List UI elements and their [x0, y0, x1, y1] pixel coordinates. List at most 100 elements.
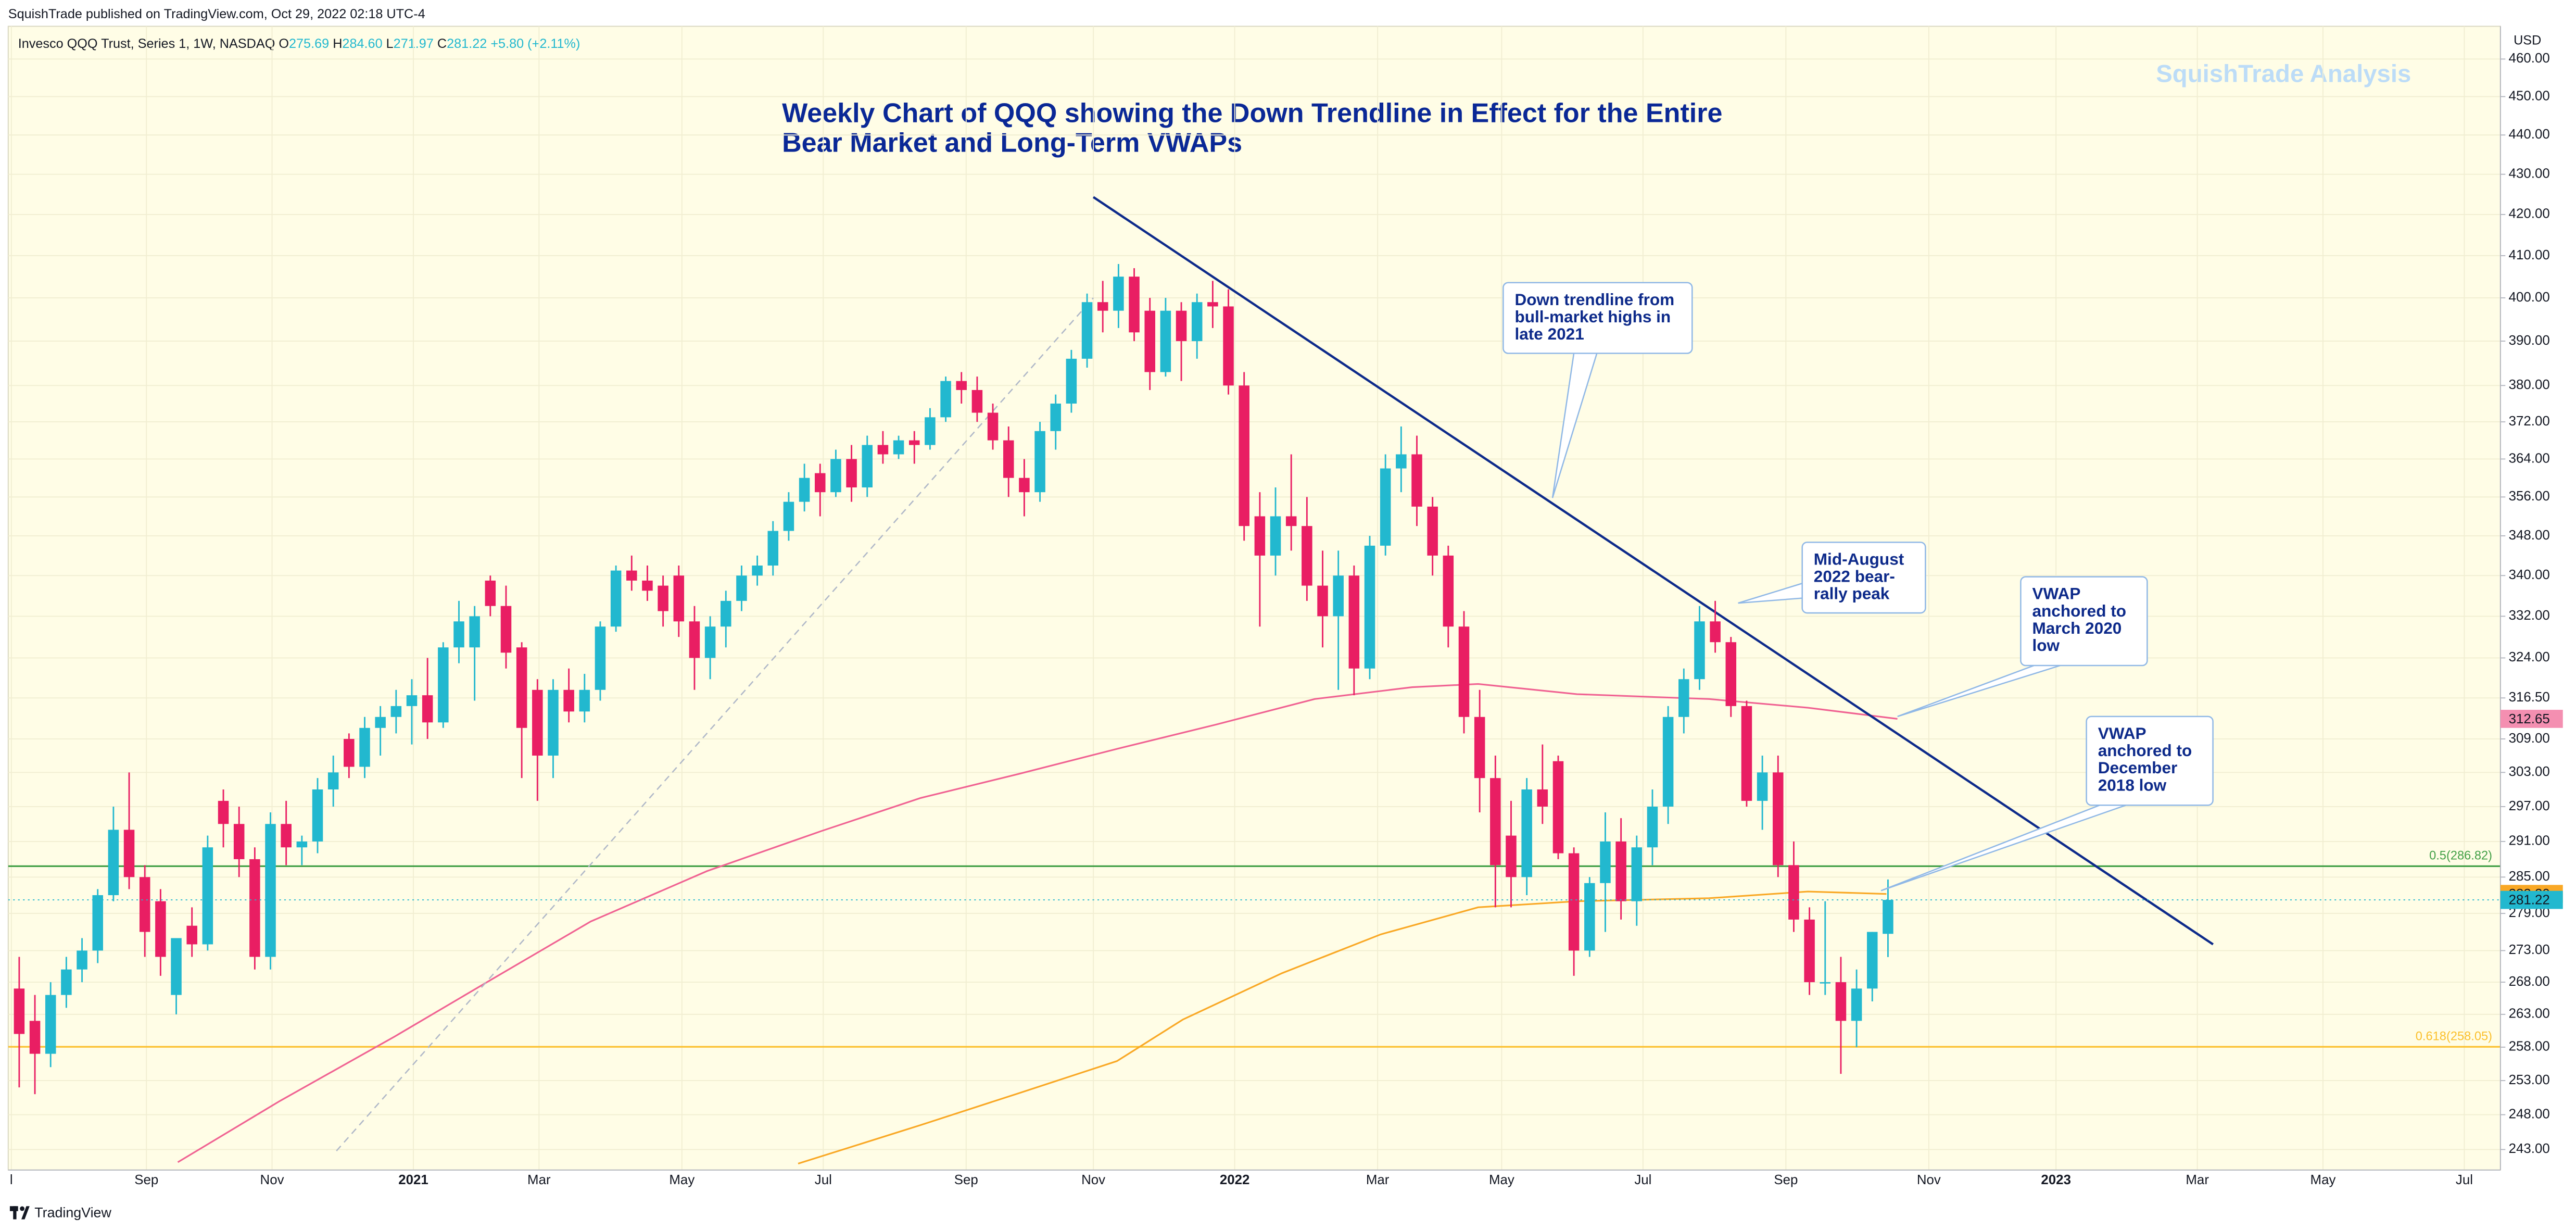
brand: TradingView	[34, 1205, 111, 1221]
candle-body	[1160, 310, 1171, 372]
candle-body	[233, 824, 245, 859]
callout-text: VWAP	[2098, 724, 2146, 743]
y-tick-label: 340.00	[2509, 568, 2550, 582]
candle-body	[1097, 302, 1108, 311]
callout-text: 2022 bear-	[1814, 567, 1895, 586]
candle-body	[108, 830, 119, 896]
candle-body	[1396, 454, 1407, 469]
callout-text: 2018 low	[2098, 775, 2167, 794]
callout-text: March 2020	[2032, 619, 2122, 637]
x-tick-label: Nov	[260, 1173, 284, 1187]
x-tick-label: Mar	[2186, 1173, 2209, 1187]
y-tick-label: 297.00	[2509, 799, 2550, 813]
candle-body	[971, 390, 983, 413]
candle-body	[1521, 789, 1532, 877]
plot	[8, 196, 2501, 1165]
candle-body	[1081, 302, 1093, 359]
candle-body	[1443, 555, 1454, 627]
candle-body	[1364, 545, 1375, 669]
candle-body	[908, 440, 920, 445]
trendline	[1092, 196, 2214, 946]
currency: USD	[2514, 33, 2541, 48]
x-tick-label: Sep	[954, 1173, 978, 1187]
y-tick-label: 309.00	[2509, 731, 2550, 746]
candle-body	[548, 689, 559, 756]
quote-value: 281.22	[447, 36, 487, 51]
symbol-line: Invesco QQQ Trust, Series 1, 1W, NASDAQ …	[18, 36, 580, 51]
y-tick-label: 400.00	[2509, 290, 2550, 305]
candle-body	[721, 600, 731, 627]
y-tick-label: 316.50	[2509, 690, 2550, 705]
y-tick-label: 380.00	[2509, 378, 2550, 392]
candle-body	[390, 706, 402, 717]
y-tick-label: 348.00	[2509, 528, 2550, 543]
y-tick-label: 356.00	[2509, 489, 2550, 504]
y-tick-label: 460.00	[2509, 51, 2550, 66]
callout-text: low	[2032, 636, 2060, 655]
candle-body	[327, 772, 339, 789]
y-tick-label: 248.00	[2509, 1107, 2550, 1121]
x-tick-label: May	[2310, 1173, 2336, 1187]
candle-body	[1034, 431, 1045, 493]
y-tick-label: 440.00	[2509, 127, 2550, 142]
candle-body	[61, 969, 72, 995]
candle-body	[767, 531, 779, 566]
candle-body	[453, 621, 464, 648]
candle-body	[799, 478, 810, 502]
candle-body	[925, 417, 936, 445]
candle-body	[1191, 302, 1203, 342]
trendline	[336, 297, 1094, 1151]
x-tick-label: Mar	[527, 1173, 551, 1187]
candle-body	[1694, 621, 1705, 680]
candle-body	[29, 1021, 41, 1054]
y-tick-label: 268.00	[2509, 974, 2550, 989]
candle-body	[956, 381, 967, 390]
candle-body	[1144, 310, 1155, 372]
price-tag	[2500, 710, 2563, 728]
callout-text: rally peak	[1814, 584, 1890, 603]
x-tick-label: 2022	[1220, 1173, 1250, 1187]
candle-body	[123, 830, 135, 877]
callout-text: anchored to	[2032, 601, 2126, 620]
candle-body	[658, 585, 668, 611]
candle-body	[1254, 516, 1266, 556]
candle-body	[1458, 626, 1470, 717]
candle-body	[1788, 865, 1799, 920]
candle-body	[1773, 772, 1784, 865]
candle-body	[186, 925, 197, 945]
candle-body	[736, 575, 747, 601]
vwap-line	[177, 683, 1898, 1163]
candle-body	[1537, 789, 1548, 807]
candle-body	[1380, 468, 1391, 546]
candle-body	[1270, 516, 1281, 556]
candle-body	[1600, 841, 1611, 883]
candle-body	[1741, 706, 1752, 801]
candle-body	[752, 566, 763, 576]
brand-logo	[9, 1206, 30, 1220]
candle-body	[704, 626, 716, 658]
y-tick-label: 390.00	[2509, 333, 2550, 348]
candle-body	[1552, 761, 1564, 854]
chart-title: Weekly Chart of QQQ showing the Down Tre…	[782, 98, 1722, 129]
x-tick-label: May	[669, 1173, 694, 1187]
candle-body	[77, 950, 87, 970]
candle-body	[1568, 853, 1580, 951]
candle-body	[673, 575, 685, 622]
callout-text: Mid-August	[1814, 549, 1904, 568]
candle-body	[610, 570, 622, 627]
candle-body	[1725, 642, 1737, 706]
candle-body	[92, 895, 103, 951]
x-tick-label: 2023	[2041, 1173, 2071, 1187]
candle-body	[422, 695, 433, 723]
candle-body	[359, 727, 370, 767]
candle-body	[1678, 679, 1689, 717]
y-tick-label: 430.00	[2509, 167, 2550, 181]
y-tick-label: 285.00	[2509, 869, 2550, 884]
x-tick-label: Nov	[1917, 1173, 1941, 1187]
candle-body	[1804, 919, 1815, 983]
vwap-line	[798, 890, 1887, 1165]
candle-body	[1176, 310, 1187, 342]
price-tag	[2500, 890, 2563, 909]
